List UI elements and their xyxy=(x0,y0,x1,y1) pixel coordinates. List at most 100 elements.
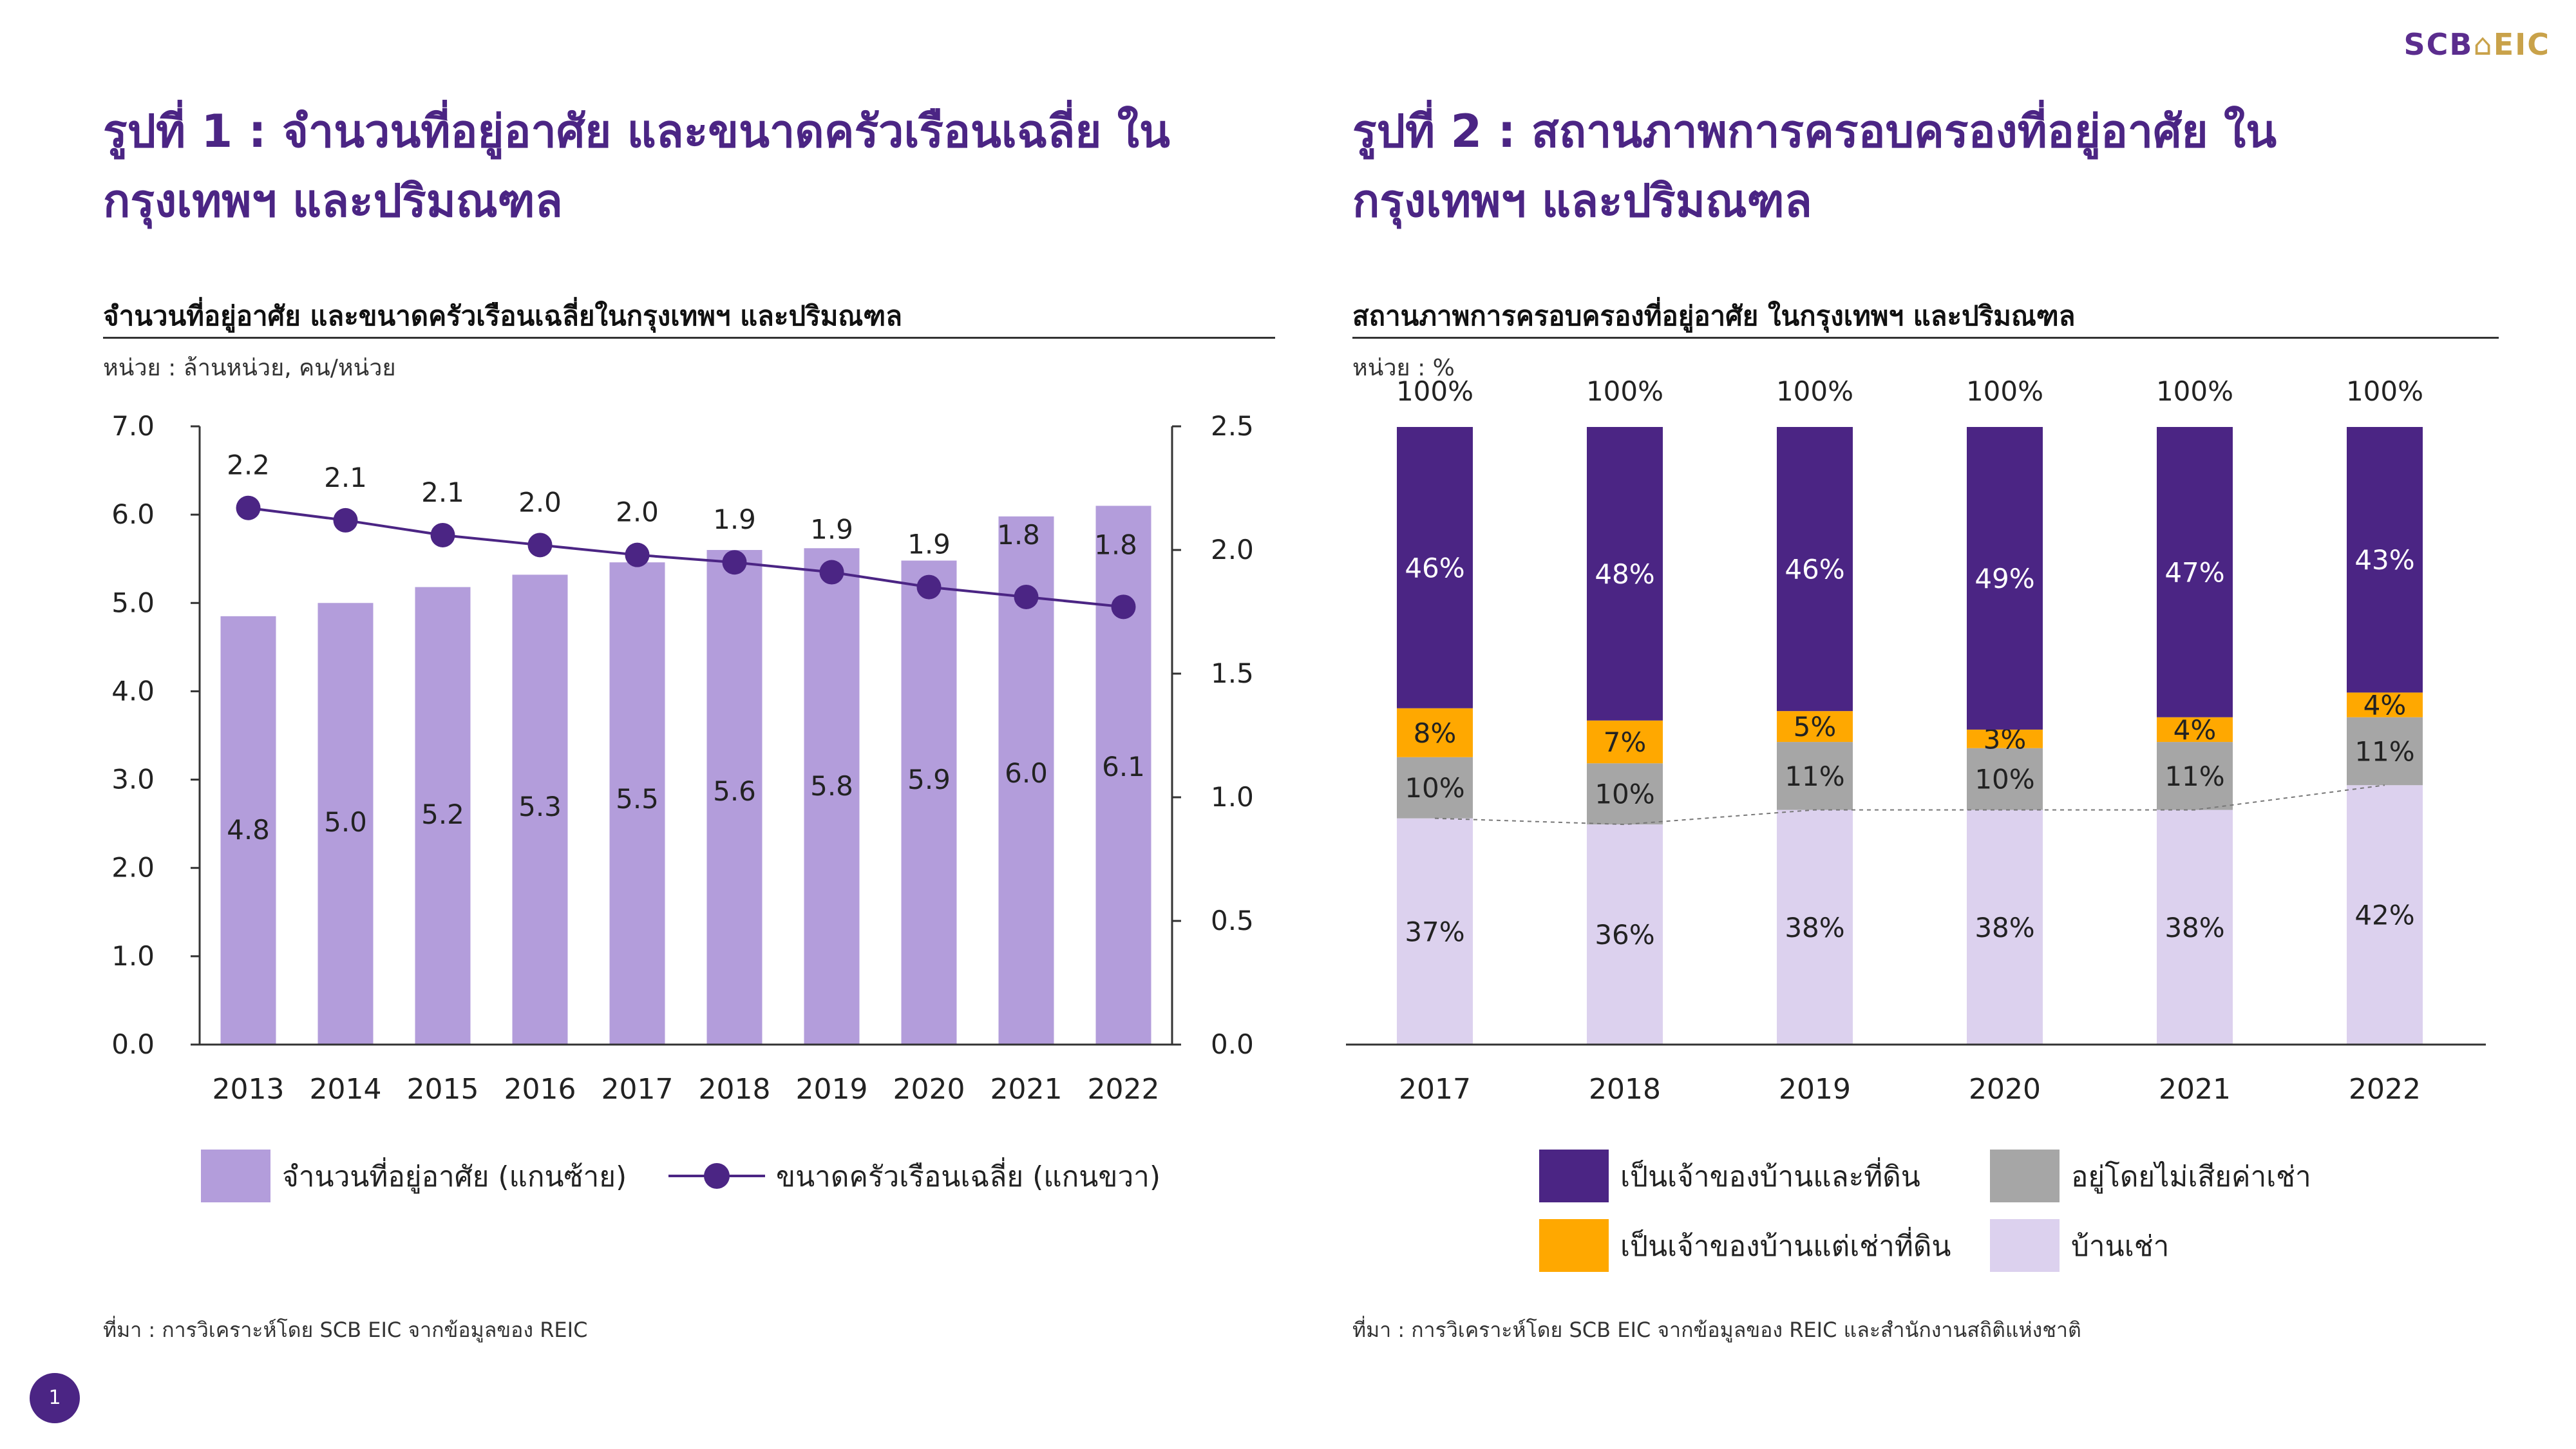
household-size-label: 2.1 xyxy=(324,462,367,493)
household-size-line xyxy=(248,506,1124,609)
owner-rent-land-label: 7% xyxy=(1604,726,1647,758)
units-bar xyxy=(609,562,665,1045)
rent-label: 36% xyxy=(1595,919,1654,951)
x-category-label: 2020 xyxy=(893,1073,965,1106)
owner-rent-land-segment xyxy=(1397,708,1473,757)
left-axis-tick-label: 6.0 xyxy=(111,498,155,530)
x-category-label: 2018 xyxy=(1589,1073,1661,1106)
household-size-label: 1.8 xyxy=(997,519,1040,551)
owner-house-land-segment xyxy=(2347,427,2423,693)
live-free-label: 10% xyxy=(1405,772,1464,804)
units-bar-label: 5.8 xyxy=(810,770,853,802)
rent-label: 38% xyxy=(1975,912,2034,943)
x-category-label: 2019 xyxy=(1779,1073,1851,1106)
left-axis-tick-label: 1.0 xyxy=(111,940,155,972)
units-bar xyxy=(415,587,471,1045)
left-axis-tick-label: 5.0 xyxy=(111,587,155,618)
legend-owner-house-land-swatch xyxy=(1539,1150,1609,1202)
live-free-label: 10% xyxy=(1975,764,2034,795)
legend-rent-label: บ้านเช่า xyxy=(2071,1230,2169,1263)
total-label: 100% xyxy=(1966,375,2043,407)
owner-rent-land-label: 4% xyxy=(2174,714,2217,746)
right-axis-tick-label: 1.5 xyxy=(1211,658,1254,689)
household-size-label: 1.9 xyxy=(713,504,756,535)
rent-segment xyxy=(2157,810,2233,1045)
legend-units-swatch xyxy=(201,1150,270,1202)
units-bar-label: 6.0 xyxy=(1005,757,1048,789)
left-axis-tick-label: 0.0 xyxy=(111,1028,155,1060)
rent-segment xyxy=(1587,824,1663,1045)
rent-label: 38% xyxy=(2164,912,2224,943)
owner-rent-land-label: 5% xyxy=(1794,711,1837,743)
legend-rent-swatch xyxy=(1990,1219,2060,1272)
left-axis-tick-label: 2.0 xyxy=(111,852,155,884)
units-bar-label: 5.5 xyxy=(616,783,659,815)
chart-1-source: ที่มา : การวิเคราะห์โดย SCB EIC จากข้อมู… xyxy=(103,1318,588,1342)
x-category-label: 2018 xyxy=(699,1073,771,1106)
legend-owner-rent-land-label: เป็นเจ้าของบ้านแต่เช่าที่ดิน xyxy=(1620,1226,1951,1263)
figure-2-title: รูปที่ 2 : สถานภาพการครอบครองที่อยู่อาศั… xyxy=(1352,105,2277,227)
x-category-label: 2022 xyxy=(2349,1073,2421,1106)
owner-house-land-label: 46% xyxy=(1405,552,1464,583)
page-number: 1 xyxy=(30,1373,80,1423)
chart-2-subtitle: สถานภาพการครอบครองที่อยู่อาศัย ในกรุงเทพ… xyxy=(1352,300,2076,332)
right-axis-tick-label: 2.0 xyxy=(1211,534,1254,565)
household-size-marker xyxy=(916,574,942,600)
legend-owner-rent-land-swatch xyxy=(1539,1219,1609,1272)
x-category-label: 2021 xyxy=(2159,1073,2231,1106)
units-bar-label: 5.0 xyxy=(324,806,367,838)
units-bar xyxy=(317,603,374,1045)
owner-house-land-label: 48% xyxy=(1595,558,1654,590)
chart-2-source: ที่มา : การวิเคราะห์โดย SCB EIC จากข้อมู… xyxy=(1352,1318,2081,1342)
legend-owner-house-land-label: เป็นเจ้าของบ้านและที่ดิน xyxy=(1620,1157,1920,1193)
owner-rent-land-segment xyxy=(2157,717,2233,743)
rent-label: 37% xyxy=(1405,916,1464,947)
chart-2-title-rule xyxy=(1352,337,2499,339)
household-size-label: 2.2 xyxy=(227,450,270,481)
units-bar xyxy=(706,550,762,1045)
rent-segment xyxy=(1967,810,2043,1045)
household-size-marker xyxy=(722,550,747,575)
x-category-label: 2021 xyxy=(990,1073,1063,1106)
owner-house-land-segment xyxy=(1587,427,1663,721)
left-axis-tick-label: 4.0 xyxy=(111,675,155,706)
live-free-segment xyxy=(1777,742,1853,810)
owner-rent-land-segment xyxy=(1587,720,1663,764)
total-label: 100% xyxy=(1586,375,1663,407)
live-free-label: 11% xyxy=(2354,735,2414,767)
total-label: 100% xyxy=(2346,375,2423,407)
live-free-segment xyxy=(1587,763,1663,825)
owner-house-land-label: 49% xyxy=(1975,563,2034,594)
owner-rent-land-label: 8% xyxy=(1414,717,1457,749)
left-axis-tick-label: 7.0 xyxy=(111,410,155,442)
household-size-marker xyxy=(527,533,553,558)
legend-line-marker xyxy=(704,1163,730,1189)
rent-segment xyxy=(1397,818,1473,1045)
owner-house-land-segment xyxy=(1777,427,1853,712)
rent-connector-line xyxy=(1434,784,2385,826)
owner-rent-land-label: 4% xyxy=(2363,690,2407,721)
legend-live-free-swatch xyxy=(1990,1150,2060,1202)
rent-label: 42% xyxy=(2354,900,2414,931)
chart-1-unit: หน่วย : ล้านหน่วย, คน/หน่วย xyxy=(103,355,396,381)
household-size-marker xyxy=(1014,584,1039,609)
live-free-segment xyxy=(1397,757,1473,819)
household-size-marker xyxy=(236,495,261,520)
live-free-label: 11% xyxy=(2164,761,2224,792)
legend-units-label: จำนวนที่อยู่อาศัย (แกนซ้าย) xyxy=(282,1157,627,1194)
x-category-label: 2019 xyxy=(796,1073,868,1106)
x-category-label: 2014 xyxy=(310,1073,382,1106)
units-bar-label: 5.2 xyxy=(421,799,464,830)
right-axis-tick-label: 0.5 xyxy=(1211,905,1254,936)
household-size-label: 2.0 xyxy=(616,497,659,528)
left-axis-tick-label: 3.0 xyxy=(111,764,155,795)
units-bar xyxy=(901,560,957,1045)
owner-rent-land-segment xyxy=(1777,711,1853,743)
total-label: 100% xyxy=(2156,375,2233,407)
household-size-marker xyxy=(1111,594,1136,620)
figure-1-title: รูปที่ 1 : จำนวนที่อยู่อาศัย และขนาดครัว… xyxy=(103,105,1170,227)
x-category-label: 2020 xyxy=(1969,1073,2041,1106)
x-category-label: 2015 xyxy=(407,1073,479,1106)
right-axis-tick-label: 1.0 xyxy=(1211,781,1254,813)
